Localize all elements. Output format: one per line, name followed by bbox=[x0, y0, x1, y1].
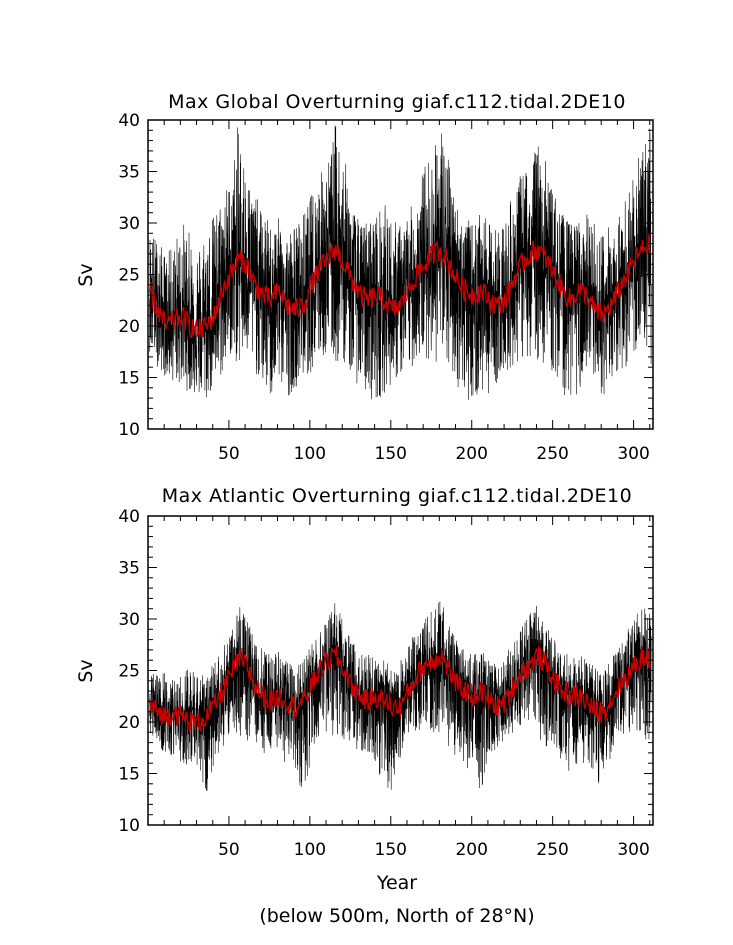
y-tick-label: 40 bbox=[118, 507, 140, 527]
x-tick-label: 250 bbox=[536, 444, 568, 464]
x-tick-label: 50 bbox=[218, 444, 240, 464]
y-tick-label: 15 bbox=[118, 369, 140, 389]
global-overturning-panel: Max Global Overturning giaf.c112.tidal.2… bbox=[75, 91, 654, 464]
x-tick-label: 200 bbox=[455, 840, 487, 860]
figure-caption: (below 500m, North of 28°N) bbox=[259, 905, 534, 927]
series-line-smoothed bbox=[148, 233, 651, 338]
x-tick-label: 300 bbox=[617, 444, 649, 464]
x-tick-label: 150 bbox=[375, 840, 407, 860]
y-tick-label: 25 bbox=[118, 266, 140, 286]
y-tick-label: 40 bbox=[118, 111, 140, 131]
series-line-raw bbox=[149, 601, 652, 791]
y-tick-label: 20 bbox=[118, 317, 140, 337]
x-tick-label: 50 bbox=[218, 840, 240, 860]
y-axis-label: Sv bbox=[75, 659, 97, 682]
chart-title: Max Global Overturning giaf.c112.tidal.2… bbox=[168, 91, 626, 113]
atlantic-overturning-panel: Max Atlantic Overturning giaf.c112.tidal… bbox=[75, 485, 654, 894]
y-tick-label: 10 bbox=[118, 816, 140, 836]
x-axis-label: Year bbox=[376, 872, 417, 894]
series-line-smoothed bbox=[148, 645, 651, 733]
x-tick-label: 150 bbox=[375, 444, 407, 464]
y-tick-label: 35 bbox=[118, 163, 140, 183]
y-tick-label: 35 bbox=[118, 559, 140, 579]
y-axis-label: Sv bbox=[75, 263, 97, 286]
chart-title: Max Atlantic Overturning giaf.c112.tidal… bbox=[162, 485, 632, 507]
x-tick-label: 300 bbox=[617, 840, 649, 860]
x-tick-label: 100 bbox=[294, 840, 326, 860]
y-tick-label: 25 bbox=[118, 662, 140, 682]
y-tick-label: 30 bbox=[118, 214, 140, 234]
x-tick-label: 100 bbox=[294, 444, 326, 464]
y-tick-label: 20 bbox=[118, 713, 140, 733]
y-tick-label: 15 bbox=[118, 765, 140, 785]
y-tick-label: 10 bbox=[118, 420, 140, 440]
y-tick-label: 30 bbox=[118, 610, 140, 630]
x-tick-label: 200 bbox=[455, 444, 487, 464]
x-tick-label: 250 bbox=[536, 840, 568, 860]
series-line-raw bbox=[149, 125, 652, 400]
